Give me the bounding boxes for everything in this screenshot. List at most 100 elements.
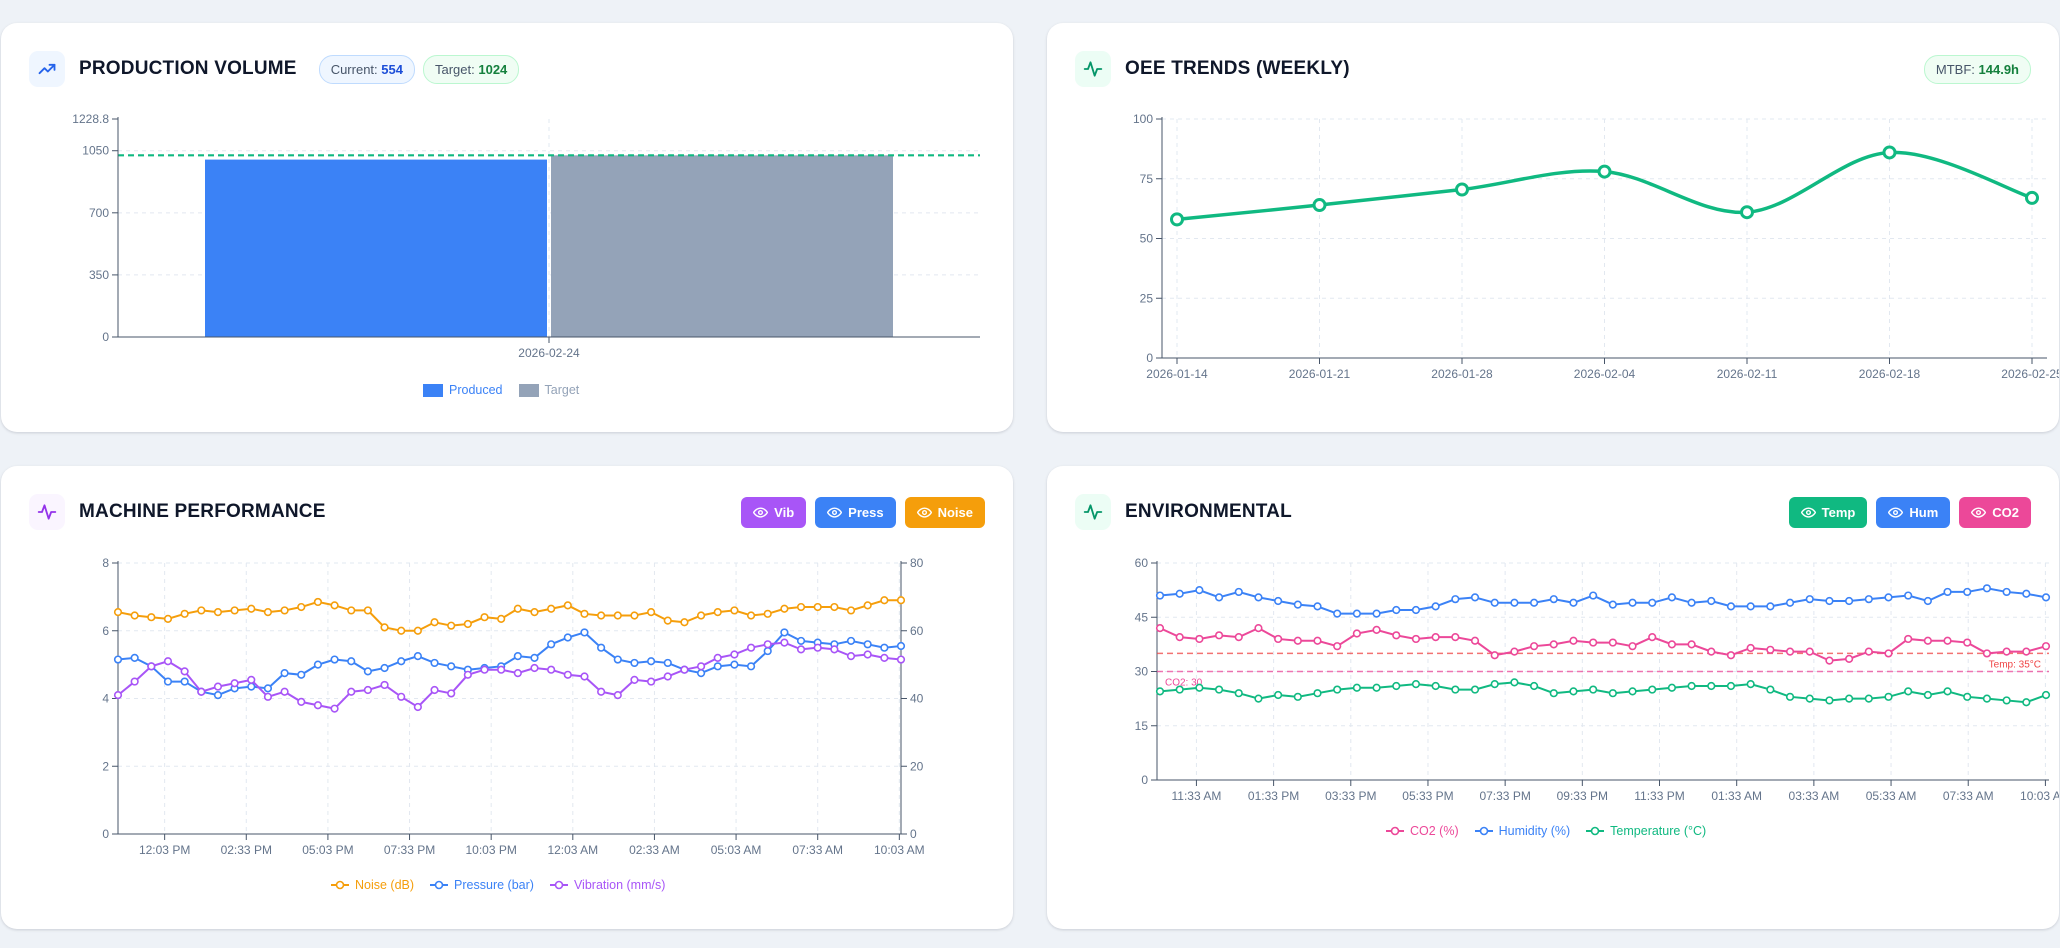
co2-point [1707, 647, 1716, 656]
noise-point [297, 602, 306, 612]
co2-point [1982, 649, 1992, 658]
x-tick-label: 12:03 PM [139, 843, 190, 857]
machine-title: MACHINE PERFORMANCE [79, 501, 326, 522]
production-legend: Produced Target [423, 383, 579, 397]
eye-icon [753, 506, 769, 518]
toggle-temp-button[interactable]: Temp [1788, 496, 1868, 528]
co2-threshold-label: CO2: 30 [1165, 678, 1203, 689]
noise-point [813, 602, 822, 612]
co2-point [1234, 633, 1243, 642]
noise-point [130, 611, 139, 620]
legend-pressure[interactable]: Pressure (bar) [430, 878, 534, 892]
noise-point [547, 604, 556, 613]
pressure-point [846, 636, 856, 646]
temperature-point [1431, 681, 1440, 691]
noise-point [580, 609, 589, 618]
noise-point [597, 611, 606, 620]
oee-title: OEE TRENDS (WEEKLY) [1125, 58, 1350, 79]
vibration-point [713, 653, 722, 662]
noise-point [763, 609, 772, 618]
vibration-point [580, 672, 589, 681]
co2-point [1490, 651, 1499, 660]
toggle-humidity-button[interactable]: Hum [1876, 496, 1951, 528]
pressure-point [363, 667, 372, 676]
temperature-point [1746, 680, 1755, 689]
co2-point [1333, 642, 1342, 651]
y-tick-label: 6 [102, 624, 109, 638]
vibration-point [413, 702, 422, 712]
vibration-point [497, 665, 506, 674]
co2-series-line [1159, 626, 2047, 662]
noise-point [497, 614, 506, 623]
pressure-point [730, 660, 739, 669]
temperature-point [1845, 694, 1854, 703]
noise-point [213, 608, 223, 617]
co2-point [1175, 633, 1184, 642]
noise-point [713, 608, 722, 617]
noise-point [830, 602, 839, 612]
y-tick-label: 25 [1140, 291, 1154, 305]
y2-tick-label: 60 [910, 624, 924, 638]
humidity-point [1923, 596, 1932, 606]
co2-point [1825, 656, 1834, 665]
toggle-co2-button[interactable]: CO2 [1959, 496, 2031, 528]
pressure-point [180, 677, 189, 686]
noise-point [480, 613, 489, 622]
toggle-noise-button[interactable]: Noise [904, 496, 985, 528]
x-tick-label: 05:03 AM [711, 843, 762, 857]
noise-point [796, 602, 806, 612]
activity-icon [29, 494, 65, 530]
humidity-series-line [1159, 587, 2047, 615]
co2-point [1608, 638, 1617, 647]
legend-humidity[interactable]: Humidity (%) [1474, 824, 1570, 838]
vibration-point [830, 645, 839, 654]
temperature-point [1569, 687, 1578, 696]
y-tick-label: 8 [102, 556, 109, 570]
x-tick-label: 11:33 PM [1634, 789, 1684, 803]
legend-temperature[interactable]: Temperature (°C) [1586, 824, 1706, 838]
y-tick-label: 75 [1140, 172, 1154, 186]
temperature-point [1333, 685, 1342, 694]
temperature-point [1726, 681, 1736, 691]
toggle-pressure-button[interactable]: Press [815, 496, 896, 528]
co2-point [1726, 651, 1736, 660]
noise-point [863, 601, 872, 610]
legend-noise[interactable]: Noise (dB) [331, 878, 414, 892]
co2-point [1589, 638, 1598, 647]
toggle-vibration-button[interactable]: Vib [741, 496, 807, 528]
y-tick-label: 60 [1135, 556, 1149, 570]
mtbf-badge: MTBF: 144.9h [1923, 54, 2031, 84]
noise-point [347, 606, 356, 615]
legend-produced[interactable]: Produced [423, 383, 503, 397]
temperature-point [1470, 685, 1480, 694]
humidity-point [1195, 586, 1204, 595]
temperature-point [1963, 692, 1972, 701]
y-tick-label: 0 [102, 827, 109, 841]
y-tick-label: 45 [1135, 610, 1149, 624]
legend-co2[interactable]: CO2 (%) [1386, 824, 1459, 838]
humidity-point [1175, 589, 1184, 598]
humidity-point [1392, 605, 1401, 615]
co2-point [1845, 654, 1854, 663]
environmental-title: ENVIRONMENTAL [1125, 501, 1292, 522]
noise-point [163, 614, 173, 623]
x-tick-label: 12:03 AM [547, 843, 598, 857]
environmental-chart: 0 15 30 45 60 11:33 AM 01:33 PM 03:33 PM 05:33 P… [1135, 556, 2059, 803]
vibration-point [447, 689, 456, 698]
legend-target[interactable]: Target [518, 383, 579, 397]
co2-point [1785, 647, 1795, 656]
vibration-point [863, 650, 872, 659]
pressure-point [330, 655, 339, 664]
pressure-point [313, 660, 323, 669]
bar-target [551, 155, 893, 337]
legend-vibration[interactable]: Vibration (mm/s) [549, 878, 665, 892]
production-header: PRODUCTION VOLUME Current: 554 Target: 1… [29, 51, 985, 87]
eye-icon [1971, 506, 1987, 518]
co2-point [1431, 633, 1440, 642]
noise-point [197, 606, 206, 615]
activity-icon [1075, 494, 1111, 530]
y-tick-label: 15 [1135, 719, 1149, 733]
vibration-point [180, 667, 189, 676]
trending-up-icon [29, 51, 65, 87]
y-tick-label: 350 [89, 268, 109, 282]
